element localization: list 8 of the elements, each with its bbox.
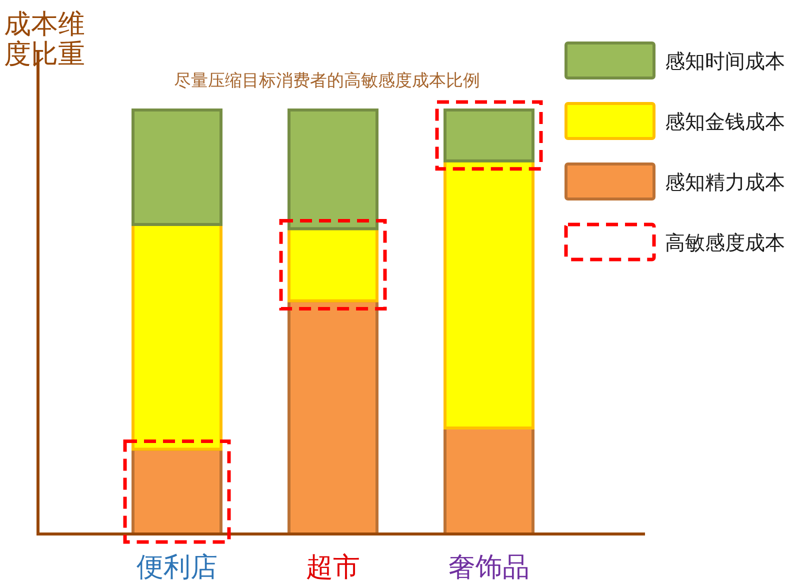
legend-label: 感知金钱成本 [665,112,785,134]
key-note: 高敏感度成本 [665,232,785,254]
legend-label: 感知时间成本 [665,51,785,73]
legend-label: 感知精力成本 [665,172,785,194]
x-tick: 便利店 [136,552,218,582]
title: 尽量压缩目标消费者的高敏感度成本比例 [174,71,480,90]
x-tick: 奢饰品 [448,552,530,582]
x-tick: 超市 [306,552,360,582]
